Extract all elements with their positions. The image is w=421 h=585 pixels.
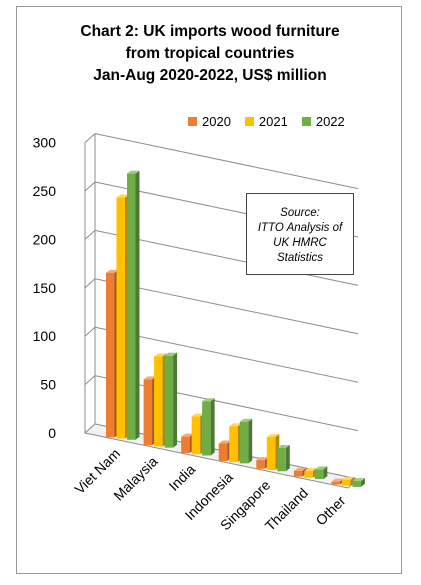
bar-2020-2 bbox=[181, 436, 190, 454]
chart-frame: Chart 2: UK imports wood furniture from … bbox=[16, 6, 402, 574]
bar-top-2021-1 bbox=[154, 353, 167, 357]
bar-top-2022-5 bbox=[314, 466, 328, 470]
y-tick-label-150: 150 bbox=[33, 280, 57, 296]
bar-top-2020-0 bbox=[106, 269, 119, 273]
bar-side-2022-4 bbox=[285, 444, 290, 472]
gridline-side-200 bbox=[84, 230, 96, 240]
source-line-1: Source: bbox=[280, 207, 320, 219]
bar-2021-2 bbox=[191, 416, 201, 455]
legend-item-2022: 2022 bbox=[301, 114, 345, 129]
bar-top-2021-3 bbox=[229, 423, 242, 427]
bar-top-2022-0 bbox=[127, 170, 140, 174]
bar-2020-0 bbox=[106, 272, 115, 438]
legend-swatch-2020 bbox=[188, 117, 197, 126]
source-line-3: UK HMRC bbox=[273, 237, 327, 249]
bar-2021-3 bbox=[229, 426, 238, 463]
bar-2020-6 bbox=[331, 481, 340, 485]
gridline-side-150 bbox=[84, 278, 96, 289]
bar-top-2020-1 bbox=[143, 376, 157, 380]
bar-2022-0 bbox=[127, 173, 136, 440]
bar-top-2022-4 bbox=[277, 444, 290, 448]
y-tick-label-100: 100 bbox=[33, 328, 57, 344]
chart-title-line-1: Chart 2: UK imports wood furniture bbox=[80, 23, 340, 40]
x-tick-label-2: India bbox=[165, 461, 198, 494]
bar-top-2021-0 bbox=[116, 194, 129, 198]
bar-2020-5 bbox=[293, 470, 303, 477]
gridline-side-100 bbox=[84, 326, 96, 337]
bar-side-2022-5 bbox=[323, 466, 328, 480]
source-note: Source: ITTO Analysis of UK HMRC Statist… bbox=[246, 193, 354, 275]
legend-label-2021: 2021 bbox=[258, 114, 288, 129]
bar-side-2022-0 bbox=[135, 170, 140, 440]
bar-side-2022-2 bbox=[210, 398, 215, 456]
y-tick-label-50: 50 bbox=[40, 377, 56, 393]
y-tick-label-250: 250 bbox=[33, 183, 57, 199]
chart-title: Chart 2: UK imports wood furniture from … bbox=[17, 21, 403, 87]
bar-2022-6 bbox=[352, 481, 361, 487]
legend-swatch-2022 bbox=[301, 117, 311, 126]
bar-2022-5 bbox=[314, 469, 324, 480]
chart-legend: 2020 2021 2022 bbox=[188, 114, 345, 129]
bar-side-2022-3 bbox=[248, 418, 253, 464]
legend-swatch-2021 bbox=[244, 117, 254, 126]
y-tick-label-0: 0 bbox=[48, 425, 56, 441]
legend-item-2021: 2021 bbox=[244, 114, 288, 129]
gridline-side-300 bbox=[84, 133, 96, 143]
bar-top-2022-2 bbox=[202, 398, 215, 402]
gridline-side-50 bbox=[84, 375, 96, 385]
legend-label-2022: 2022 bbox=[315, 114, 345, 129]
bar-top-2021-2 bbox=[191, 413, 205, 417]
bar-top-2020-4 bbox=[256, 457, 269, 461]
legend-label-2020: 2020 bbox=[202, 114, 231, 129]
bar-2022-2 bbox=[202, 401, 211, 456]
bar-2021-1 bbox=[154, 356, 163, 447]
bar-2020-1 bbox=[143, 379, 153, 446]
bar-top-2020-6 bbox=[331, 478, 344, 482]
bar-top-2021-4 bbox=[266, 434, 280, 438]
gridline-300 bbox=[94, 133, 359, 190]
y-tick-label-300: 300 bbox=[33, 135, 57, 151]
chart-title-line-2: from tropical countries bbox=[125, 45, 295, 62]
bar-2020-4 bbox=[256, 460, 265, 469]
bar-top-2022-6 bbox=[352, 478, 365, 482]
bar-top-2020-5 bbox=[293, 467, 307, 471]
bar-top-2022-1 bbox=[164, 352, 178, 356]
bar-2020-3 bbox=[218, 443, 228, 461]
bar-top-2020-2 bbox=[181, 433, 194, 437]
bar-2021-6 bbox=[341, 479, 351, 486]
bar-2022-3 bbox=[239, 421, 249, 464]
gridline-side-250 bbox=[84, 181, 96, 192]
bar-top-2021-5 bbox=[304, 468, 317, 472]
bar-2022-1 bbox=[164, 355, 174, 448]
chart-title-line-3: Jan-Aug 2020-2022, US$ million bbox=[93, 67, 327, 84]
y-tick-label-200: 200 bbox=[33, 231, 57, 247]
legend-item-2020: 2020 bbox=[188, 114, 231, 129]
source-line-2: ITTO Analysis of bbox=[257, 222, 343, 234]
bar-top-2020-3 bbox=[218, 440, 232, 444]
bar-top-2022-3 bbox=[239, 418, 253, 422]
x-tick-label-6: Other bbox=[312, 492, 348, 528]
bar-side-2022-6 bbox=[360, 478, 365, 487]
bar-2021-5 bbox=[304, 471, 313, 478]
bar-2021-4 bbox=[266, 437, 276, 471]
source-line-4: Statistics bbox=[276, 252, 323, 264]
bar-2022-4 bbox=[277, 447, 286, 472]
bar-side-2022-1 bbox=[173, 352, 178, 448]
bar-top-2021-6 bbox=[341, 476, 355, 480]
bar-2021-0 bbox=[116, 197, 125, 439]
